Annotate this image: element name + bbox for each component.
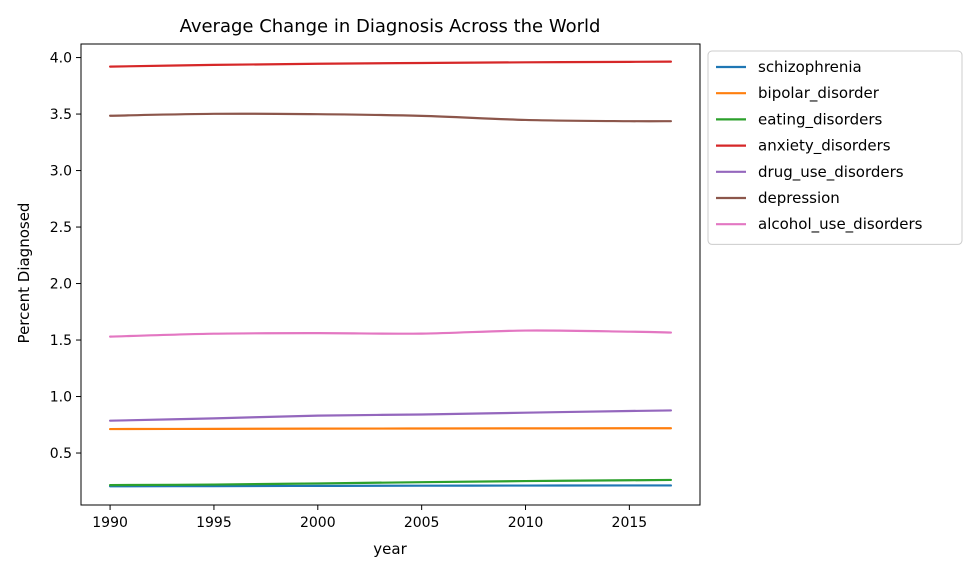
x-axis-label: year xyxy=(373,540,407,558)
chart-title: Average Change in Diagnosis Across the W… xyxy=(180,16,601,37)
series-line-bipolar_disorder xyxy=(108,427,673,431)
series-line-anxiety_disorders xyxy=(108,60,673,68)
legend-label-alcohol_use_disorders: alcohol_use_disorders xyxy=(758,215,923,234)
series-line-depression xyxy=(108,112,673,123)
y-axis-label: Percent Diagnosed xyxy=(15,203,33,344)
x-tick-label-2010: 2010 xyxy=(508,515,544,531)
legend-label-anxiety_disorders: anxiety_disorders xyxy=(758,137,891,156)
y-tick-label-1.0: 1.0 xyxy=(50,390,72,406)
legend-label-depression: depression xyxy=(758,189,840,207)
plot-frame xyxy=(80,43,701,506)
y-tick-label-1.5: 1.5 xyxy=(50,333,72,349)
y-tick-label-2.0: 2.0 xyxy=(50,277,72,293)
series-line-schizophrenia xyxy=(108,484,673,488)
series-line-alcohol_use_disorders xyxy=(108,329,673,338)
x-tick-label-1995: 1995 xyxy=(196,515,232,531)
y-tick-label-4.0: 4.0 xyxy=(50,51,72,67)
x-tick-label-1990: 1990 xyxy=(92,515,128,531)
y-tick-label-3.0: 3.0 xyxy=(50,164,72,180)
y-tick-label-3.5: 3.5 xyxy=(50,107,72,123)
x-tick-label-2015: 2015 xyxy=(612,515,648,531)
plot-area: 1990 1995 2000 2005 2010 2015 0.5 1.0 1.5 2.0 2.5 3… xyxy=(50,43,701,531)
legend-box xyxy=(707,50,963,245)
series-line-eating_disorders xyxy=(108,478,673,487)
legend-label-schizophrenia: schizophrenia xyxy=(758,58,862,76)
x-tick-label-2000: 2000 xyxy=(300,515,336,531)
legend-label-drug_use_disorders: drug_use_disorders xyxy=(758,163,904,182)
legend: schizophrenia bipolar_disorder eating_diso… xyxy=(707,50,963,245)
series-line-drug_use_disorders xyxy=(108,409,673,422)
y-tick-label-0.5: 0.5 xyxy=(50,446,72,462)
y-tick-label-2.5: 2.5 xyxy=(50,220,72,236)
legend-label-bipolar_disorder: bipolar_disorder xyxy=(758,84,880,103)
legend-label-eating_disorders: eating_disorders xyxy=(758,110,882,129)
x-tick-label-2005: 2005 xyxy=(404,515,440,531)
